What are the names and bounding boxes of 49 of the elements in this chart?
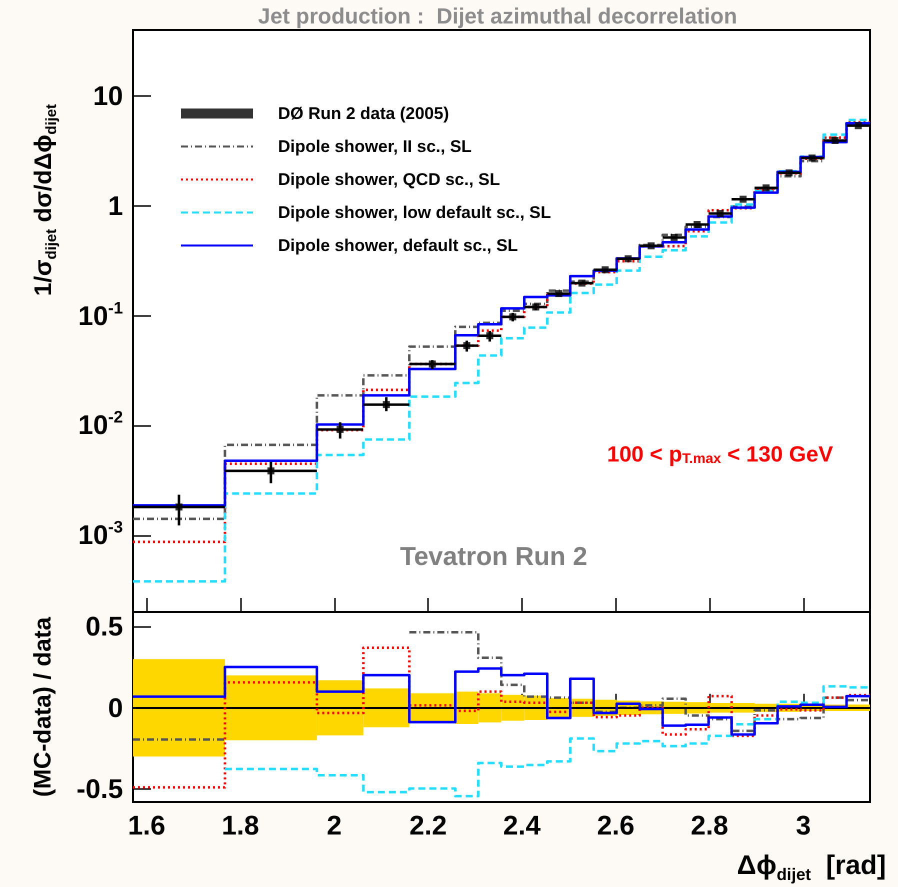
x-axis-title: Δϕ$_{dijet}$ [rad] (736, 850, 886, 884)
x-tick-label: 2 (326, 810, 342, 840)
point (670, 234, 678, 241)
x-tick-label: 2.8 (690, 810, 728, 840)
point (578, 280, 586, 287)
point (486, 332, 494, 340)
point (267, 467, 274, 474)
y-tick-label: 10$^{-3}$ (78, 518, 123, 552)
point (808, 154, 816, 162)
annotation: 100 < pT.max < 130 GeV (606, 442, 834, 466)
y-tick-label: 10 (92, 80, 123, 112)
x-tick-label: 3 (796, 810, 811, 840)
y-tick-label: 0.5 (85, 612, 123, 642)
annotation: Tevatron Run 2 (400, 541, 588, 571)
x-tick-label: 1.6 (128, 810, 166, 840)
point (555, 290, 562, 298)
legend-label: Dipole shower, default sc., SL (278, 236, 518, 255)
point (832, 137, 839, 144)
point (428, 360, 436, 368)
point (532, 303, 540, 310)
x-tick-label: 1.8 (222, 810, 260, 840)
chart-title: Jet production : Dijet azimuthal decorrelation (258, 4, 738, 28)
x-tick-label: 2.6 (596, 810, 635, 840)
y-tick-label: -0.5 (76, 774, 123, 804)
legend-label: Dipole shower, II sc., SL (278, 137, 472, 156)
x-tick-label: 2.2 (409, 810, 447, 840)
point (762, 184, 770, 192)
y-tick-label: 10$^{-2}$ (78, 408, 123, 442)
point (740, 196, 747, 203)
y-tick-label: 0 (108, 692, 123, 723)
x-tick-label: 2.4 (503, 810, 541, 840)
point (336, 426, 344, 433)
point (463, 342, 470, 350)
legend-label: DØ Run 2 data (2005) (278, 104, 449, 123)
point (786, 169, 793, 176)
y-tick-label: 10$^{-1}$ (78, 298, 123, 332)
point (648, 242, 655, 250)
legend-label: Dipole shower, low default sc., SL (278, 203, 551, 222)
y-axis-title: (MC-data) / data (30, 616, 56, 797)
point (509, 313, 516, 320)
point (602, 266, 609, 274)
point (175, 503, 182, 510)
legend-label: Dipole shower, QCD sc., SL (278, 170, 500, 189)
point (716, 210, 724, 218)
point (854, 122, 862, 130)
point (624, 255, 632, 262)
y-tick-label: 1 (108, 190, 123, 222)
point (382, 401, 390, 408)
point (694, 220, 701, 228)
